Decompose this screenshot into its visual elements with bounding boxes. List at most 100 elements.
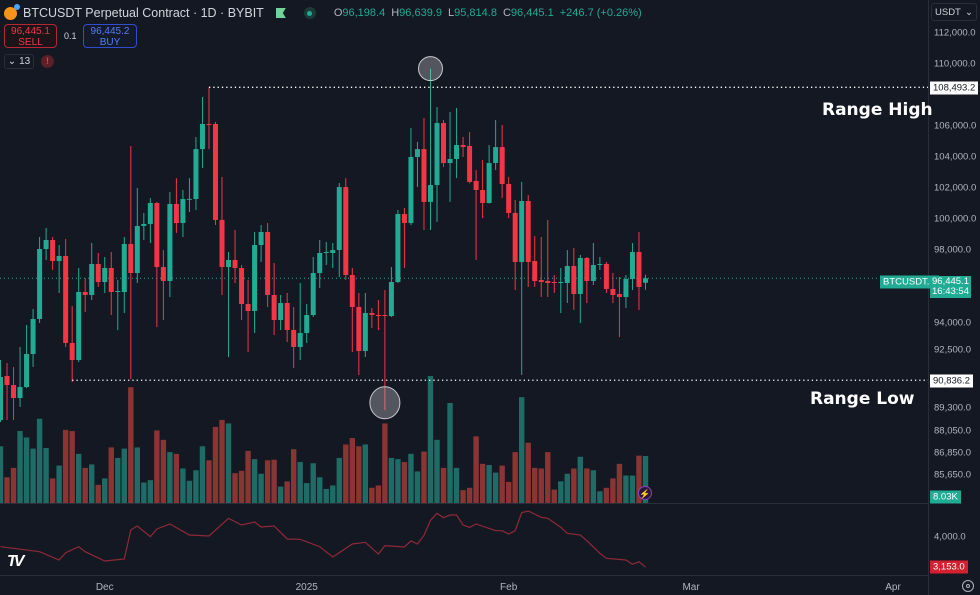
candle[interactable]	[356, 293, 362, 375]
tradingview-logo[interactable]: TV	[7, 553, 25, 570]
candle[interactable]	[584, 257, 590, 303]
candle[interactable]	[551, 275, 557, 293]
candle[interactable]	[206, 87, 212, 150]
candle[interactable]	[226, 252, 232, 357]
candle[interactable]	[128, 145, 134, 380]
candle[interactable]	[421, 118, 427, 230]
candle[interactable]	[102, 257, 108, 293]
candle[interactable]	[564, 250, 570, 303]
candle[interactable]	[629, 243, 635, 290]
candle[interactable]	[30, 309, 36, 367]
candle[interactable]	[69, 306, 75, 382]
candle[interactable]	[506, 176, 512, 219]
warning-icon[interactable]: !	[41, 55, 54, 68]
candle[interactable]	[610, 273, 616, 303]
candle[interactable]	[76, 268, 82, 362]
candle[interactable]	[493, 119, 499, 170]
candle[interactable]	[317, 240, 323, 288]
candle[interactable]	[304, 304, 310, 343]
candle[interactable]	[258, 225, 264, 262]
candle[interactable]	[362, 293, 368, 357]
candle[interactable]	[271, 263, 277, 335]
candle[interactable]	[441, 119, 447, 168]
candle[interactable]	[499, 125, 505, 199]
candle[interactable]	[11, 367, 17, 420]
candle[interactable]	[4, 363, 10, 420]
candle[interactable]	[388, 267, 394, 317]
candle[interactable]	[401, 207, 407, 268]
candle[interactable]	[330, 243, 336, 268]
candle[interactable]	[590, 243, 596, 285]
candle[interactable]	[525, 194, 531, 287]
candle[interactable]	[37, 236, 43, 323]
candle[interactable]	[63, 238, 69, 347]
candle[interactable]	[167, 192, 173, 297]
candle[interactable]	[519, 181, 525, 375]
candle[interactable]	[395, 210, 401, 283]
candle[interactable]	[219, 176, 225, 295]
highlight-circle[interactable]	[369, 386, 401, 420]
candle[interactable]	[467, 132, 473, 184]
buy-button[interactable]: 96,445.2 BUY	[83, 24, 137, 48]
candle[interactable]	[186, 178, 192, 213]
candle[interactable]	[545, 219, 551, 297]
price-axis[interactable]	[928, 0, 980, 595]
candle[interactable]	[141, 212, 147, 240]
candle[interactable]	[147, 198, 153, 244]
candle[interactable]	[486, 145, 492, 204]
flag-icon[interactable]	[275, 8, 286, 18]
lightning-icon[interactable]: ⚡	[638, 486, 652, 500]
candle[interactable]	[82, 278, 88, 312]
candle[interactable]	[323, 241, 329, 265]
candle[interactable]	[538, 236, 544, 297]
market-status-icon[interactable]	[303, 7, 316, 19]
candle[interactable]	[349, 268, 355, 352]
currency-dropdown[interactable]: USDT ⌄	[931, 3, 977, 21]
candle[interactable]	[571, 247, 577, 310]
candle[interactable]	[642, 274, 648, 290]
candle[interactable]	[369, 308, 375, 328]
candle[interactable]	[427, 68, 433, 230]
candle[interactable]	[414, 141, 420, 188]
candle[interactable]	[310, 257, 316, 317]
candle[interactable]	[460, 136, 466, 157]
candle[interactable]	[173, 178, 179, 233]
indicators-toggle-button[interactable]: ⌄ 13	[4, 54, 34, 69]
candle[interactable]	[597, 257, 603, 270]
candle[interactable]	[603, 262, 609, 293]
candle[interactable]	[154, 201, 160, 327]
candle[interactable]	[636, 232, 642, 310]
range-low-label[interactable]: Range Low	[810, 389, 915, 409]
range-high-label[interactable]: Range High	[822, 100, 933, 120]
candle[interactable]	[24, 325, 30, 389]
candle[interactable]	[199, 96, 205, 168]
candle[interactable]	[134, 187, 140, 283]
candle[interactable]	[434, 107, 440, 222]
candle[interactable]	[43, 227, 49, 260]
candle[interactable]	[212, 121, 218, 226]
candle[interactable]	[115, 280, 121, 330]
candle[interactable]	[382, 290, 388, 410]
candle[interactable]	[343, 178, 349, 280]
candle[interactable]	[512, 199, 518, 290]
candle[interactable]	[232, 230, 238, 283]
candle[interactable]	[408, 127, 414, 226]
candle[interactable]	[616, 277, 622, 337]
candle[interactable]	[577, 255, 583, 323]
order-quantity[interactable]: 0.1	[64, 31, 77, 41]
sell-button[interactable]: 96,445.1 SELL	[4, 24, 57, 48]
candle[interactable]	[160, 250, 166, 320]
candle[interactable]	[239, 265, 245, 320]
candle[interactable]	[17, 347, 23, 407]
candle[interactable]	[532, 236, 538, 287]
candle[interactable]	[252, 232, 258, 333]
candle[interactable]	[558, 268, 564, 313]
candle[interactable]	[89, 243, 95, 300]
highlight-circle[interactable]	[417, 56, 443, 82]
candle[interactable]	[180, 190, 186, 237]
symbol-title[interactable]: BTCUSDT Perpetual Contract · 1D · BYBIT	[23, 6, 264, 20]
candle[interactable]	[375, 300, 381, 330]
candle[interactable]	[473, 170, 479, 260]
settings-gear-icon[interactable]	[962, 580, 974, 592]
